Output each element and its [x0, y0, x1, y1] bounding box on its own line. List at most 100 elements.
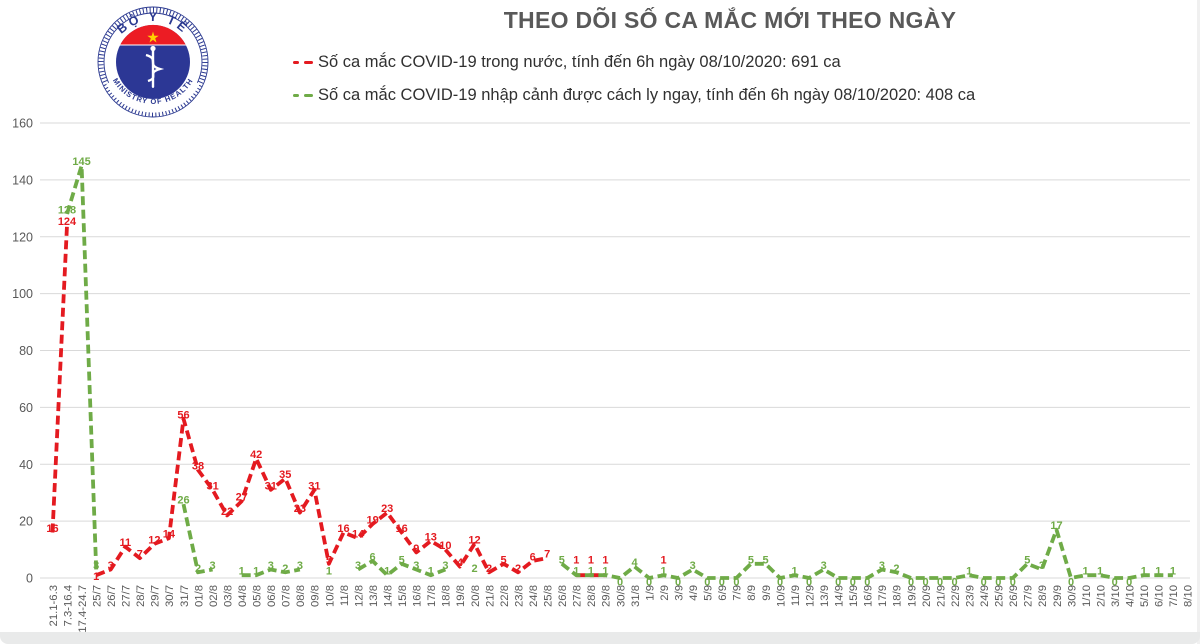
data-label-imported: 2: [893, 563, 899, 575]
x-axis-label: 25/8: [543, 585, 555, 607]
data-label-imported: 0: [864, 577, 870, 589]
x-axis-label: 7/10: [1168, 585, 1180, 607]
red-dash-icon: [293, 60, 299, 65]
x-axis-label: 2/10: [1095, 585, 1107, 607]
data-label-imported: 0: [617, 577, 623, 589]
x-axis-label: 29/9: [1052, 585, 1064, 607]
data-label-domestic: 12: [148, 534, 160, 546]
imported-series-line: [65, 163, 1173, 580]
x-axis-label: 14/8: [383, 585, 395, 607]
data-label-imported: 1: [1155, 566, 1161, 578]
legend-item-domestic: Số ca mắc COVID-19 trong nước, tính đến …: [293, 53, 841, 72]
data-label-domestic: 22: [221, 506, 233, 518]
window-right-edge: [1197, 0, 1200, 644]
data-label-imported: 0: [1126, 577, 1132, 589]
y-axis-label: 140: [12, 173, 33, 187]
data-label-imported: 1: [602, 566, 608, 578]
data-label-imported: 5: [399, 554, 405, 566]
x-axis-label: 28/7: [135, 585, 147, 607]
data-label-imported: 0: [981, 577, 987, 589]
x-axis-label: 13/8: [368, 585, 380, 607]
data-label-imported: 1: [1097, 566, 1103, 578]
data-label-imported: 0: [719, 577, 725, 589]
data-label-imported: 1: [573, 566, 579, 578]
x-axis-label: 30/8: [615, 585, 627, 607]
data-label-imported: 0: [952, 577, 958, 589]
domestic-series-line: [53, 225, 664, 575]
x-axis-label: 28/9: [1037, 585, 1049, 607]
data-label-domestic: 19: [366, 515, 378, 527]
data-label-domestic: 12: [468, 534, 480, 546]
data-label-domestic: 7: [544, 549, 550, 561]
x-axis-label: 26/9: [1008, 585, 1020, 607]
legend-dash-marker-red: [293, 60, 313, 65]
x-axis-label: 16/8: [412, 585, 424, 607]
x-axis-label: 29/7: [150, 585, 162, 607]
logo-top-text-band: [109, 15, 197, 48]
x-axis-label: 12/9: [804, 585, 816, 607]
x-axis-label: 4/10: [1125, 585, 1137, 607]
data-label-domestic: 5: [326, 554, 332, 566]
data-label-imported: 0: [1010, 577, 1016, 589]
data-label-imported: 4: [631, 557, 638, 569]
data-label-imported: 1: [1082, 566, 1088, 578]
data-label-imported: 2: [471, 563, 477, 575]
data-label-imported: 0: [646, 577, 652, 589]
x-axis-label: 15/8: [397, 585, 409, 607]
x-axis-label: 13/9: [819, 585, 831, 607]
data-label-domestic: 11: [119, 537, 131, 549]
green-dash-icon: [304, 93, 313, 98]
data-label-imported: 0: [1112, 577, 1118, 589]
x-axis-label: 31/8: [630, 585, 642, 607]
x-axis-label: 9/9: [761, 585, 773, 601]
x-axis-label: 27/7: [121, 585, 133, 607]
x-axis-label: 29/8: [601, 585, 613, 607]
ministry-of-health-logo: BỘ Y TẾ MINISTRY OF HEALTH: [97, 6, 209, 118]
data-label-domestic: 27: [236, 492, 248, 504]
x-axis-label: 1/10: [1081, 585, 1093, 607]
legend-dash-marker-green: [293, 93, 313, 98]
data-label-imported: 1: [588, 566, 594, 578]
data-label-imported: 3: [210, 560, 216, 572]
data-label-domestic: 1: [573, 555, 579, 567]
data-label-imported: 0: [1068, 577, 1074, 589]
data-label-imported: 0: [922, 577, 928, 589]
x-axis-label: 08/8: [295, 585, 307, 607]
data-label-imported: 3: [690, 560, 696, 572]
data-label-imported: 1: [428, 566, 434, 578]
data-label-imported: 145: [72, 156, 90, 168]
data-label-imported: 0: [937, 577, 943, 589]
data-label-imported: 3: [821, 560, 827, 572]
data-label-imported: 1: [253, 566, 259, 578]
x-axis-label: 8/10: [1183, 585, 1195, 607]
data-label-domestic: 16: [46, 523, 58, 535]
data-label-imported: 0: [850, 577, 856, 589]
x-axis-label: 5/10: [1139, 585, 1151, 607]
x-axis-label: 26/7: [106, 585, 118, 607]
data-label-imported: 128: [58, 205, 76, 217]
data-label-imported: 1: [384, 566, 390, 578]
x-axis-label: 14/9: [834, 585, 846, 607]
data-label-domestic: 14: [163, 529, 176, 541]
data-label-domestic: 10: [439, 540, 451, 552]
x-axis-label: 20/8: [470, 585, 482, 607]
data-label-domestic: 23: [381, 503, 393, 515]
y-axis-label: 160: [12, 117, 33, 131]
green-dash-icon: [293, 93, 299, 98]
data-label-domestic: 3: [108, 560, 114, 572]
x-axis-label: 12/8: [353, 585, 365, 607]
data-label-domestic: 16: [396, 523, 408, 535]
x-axis-label: 1/9: [644, 585, 656, 601]
data-label-imported: 1: [239, 566, 245, 578]
data-label-imported: 3: [268, 560, 274, 572]
y-axis-label: 20: [19, 515, 33, 529]
page-title: THEO DÕI SỐ CA MẮC MỚI THEO NGÀY: [503, 7, 957, 33]
data-label-domestic: 31: [265, 480, 277, 492]
x-axis-label: 11/9: [790, 585, 802, 606]
x-axis-label: 21.1-6.3: [48, 585, 60, 626]
data-label-domestic: 38: [192, 460, 204, 472]
data-label-imported: 0: [908, 577, 914, 589]
x-axis-label: 17.4-24.7: [77, 585, 89, 633]
data-label-imported: 0: [995, 577, 1001, 589]
